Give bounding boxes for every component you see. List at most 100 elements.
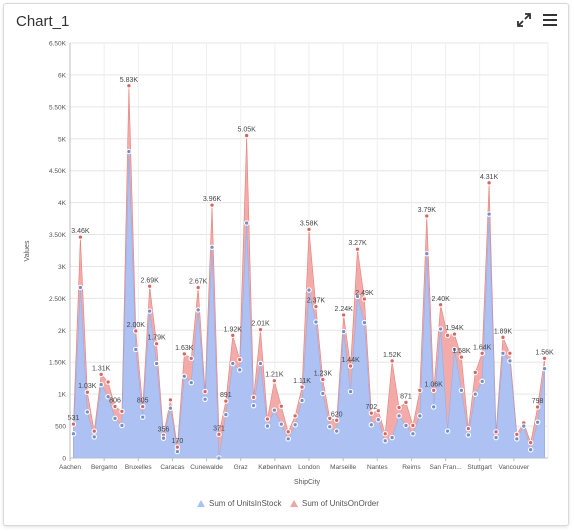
stock-marker[interactable] bbox=[430, 404, 437, 410]
order-marker[interactable] bbox=[396, 404, 402, 411]
stock-marker[interactable] bbox=[451, 346, 458, 353]
stock-marker[interactable] bbox=[153, 360, 160, 367]
stock-marker[interactable] bbox=[139, 414, 146, 420]
order-marker[interactable] bbox=[354, 246, 361, 252]
order-marker[interactable] bbox=[382, 430, 388, 437]
hamburger-menu-icon[interactable] bbox=[542, 12, 558, 28]
stock-marker[interactable] bbox=[389, 434, 395, 441]
stock-marker[interactable] bbox=[285, 436, 291, 442]
stock-marker[interactable] bbox=[209, 244, 215, 251]
stock-marker[interactable] bbox=[188, 379, 194, 386]
stock-marker[interactable] bbox=[486, 211, 492, 217]
order-marker[interactable] bbox=[444, 332, 451, 339]
order-marker[interactable] bbox=[368, 410, 375, 416]
stock-marker[interactable] bbox=[458, 387, 465, 394]
stock-marker[interactable] bbox=[479, 378, 485, 385]
order-marker[interactable] bbox=[174, 444, 181, 450]
stock-marker[interactable] bbox=[410, 430, 416, 437]
order-marker[interactable] bbox=[320, 376, 326, 383]
order-marker[interactable] bbox=[451, 331, 458, 337]
order-marker[interactable] bbox=[271, 377, 278, 384]
order-marker[interactable] bbox=[403, 399, 409, 406]
stock-marker[interactable] bbox=[333, 428, 340, 434]
order-marker[interactable] bbox=[472, 369, 479, 376]
order-marker[interactable] bbox=[119, 408, 125, 415]
stock-marker[interactable] bbox=[250, 402, 257, 409]
order-marker[interactable] bbox=[361, 296, 368, 302]
stock-marker[interactable] bbox=[181, 373, 188, 380]
order-marker[interactable] bbox=[424, 213, 430, 219]
order-marker[interactable] bbox=[230, 332, 236, 339]
stock-marker[interactable] bbox=[119, 422, 125, 429]
stock-marker[interactable] bbox=[202, 396, 208, 403]
stock-marker[interactable] bbox=[223, 411, 229, 418]
order-marker[interactable] bbox=[437, 302, 444, 308]
order-marker[interactable] bbox=[112, 403, 118, 410]
order-marker[interactable] bbox=[527, 439, 534, 446]
order-marker[interactable] bbox=[126, 83, 132, 89]
order-marker[interactable] bbox=[167, 397, 174, 403]
order-marker[interactable] bbox=[389, 358, 395, 364]
stock-marker[interactable] bbox=[534, 419, 541, 425]
stock-marker[interactable] bbox=[541, 365, 548, 372]
order-marker[interactable] bbox=[458, 354, 465, 360]
order-marker[interactable] bbox=[347, 363, 354, 369]
order-marker[interactable] bbox=[278, 403, 285, 410]
stock-marker[interactable] bbox=[306, 287, 312, 293]
stock-marker[interactable] bbox=[146, 308, 153, 314]
stock-marker[interactable] bbox=[292, 422, 298, 428]
order-marker[interactable] bbox=[507, 350, 513, 357]
expand-arrows-icon[interactable] bbox=[516, 12, 532, 28]
stock-marker[interactable] bbox=[514, 436, 520, 442]
order-marker[interactable] bbox=[306, 226, 312, 233]
order-marker[interactable] bbox=[514, 431, 520, 438]
order-marker[interactable] bbox=[417, 387, 423, 394]
order-marker[interactable] bbox=[133, 328, 139, 334]
stock-marker[interactable] bbox=[271, 407, 278, 413]
stock-marker[interactable] bbox=[368, 422, 375, 428]
order-marker[interactable] bbox=[299, 384, 305, 390]
stock-marker[interactable] bbox=[91, 434, 97, 440]
stock-marker[interactable] bbox=[105, 393, 111, 400]
stock-marker[interactable] bbox=[133, 346, 139, 353]
order-marker[interactable] bbox=[479, 350, 485, 357]
stock-marker[interactable] bbox=[313, 319, 319, 325]
order-marker[interactable] bbox=[541, 355, 548, 362]
order-marker[interactable] bbox=[285, 429, 291, 435]
stock-marker[interactable] bbox=[507, 358, 513, 364]
stock-marker[interactable] bbox=[230, 360, 236, 367]
order-marker[interactable] bbox=[153, 340, 160, 347]
order-marker[interactable] bbox=[534, 404, 541, 410]
order-marker[interactable] bbox=[84, 389, 91, 395]
stock-marker[interactable] bbox=[417, 413, 423, 419]
legend-item-stock[interactable]: Sum of UnitsInStock bbox=[197, 499, 282, 508]
stock-marker[interactable] bbox=[361, 319, 368, 326]
order-marker[interactable] bbox=[202, 388, 208, 395]
stock-marker[interactable] bbox=[112, 415, 118, 422]
order-marker[interactable] bbox=[410, 422, 416, 429]
order-marker[interactable] bbox=[327, 415, 333, 422]
order-marker[interactable] bbox=[313, 303, 319, 310]
stock-marker[interactable] bbox=[493, 434, 499, 441]
stock-marker[interactable] bbox=[126, 148, 132, 155]
stock-marker[interactable] bbox=[527, 446, 534, 453]
order-marker[interactable] bbox=[216, 431, 222, 438]
order-marker[interactable] bbox=[188, 355, 194, 362]
stock-marker[interactable] bbox=[299, 397, 305, 404]
order-marker[interactable] bbox=[493, 429, 499, 435]
order-marker[interactable] bbox=[181, 351, 188, 357]
order-marker[interactable] bbox=[209, 202, 215, 208]
stock-marker[interactable] bbox=[320, 390, 326, 397]
stock-marker[interactable] bbox=[243, 220, 250, 226]
stock-marker[interactable] bbox=[195, 307, 201, 313]
stock-marker[interactable] bbox=[382, 438, 388, 444]
stock-marker[interactable] bbox=[236, 367, 243, 373]
stock-marker[interactable] bbox=[257, 360, 264, 367]
order-marker[interactable] bbox=[340, 312, 347, 318]
stock-marker[interactable] bbox=[444, 428, 451, 434]
stock-marker[interactable] bbox=[340, 328, 347, 335]
order-marker[interactable] bbox=[91, 428, 97, 434]
order-marker[interactable] bbox=[257, 326, 264, 333]
stock-marker[interactable] bbox=[437, 326, 444, 332]
stock-marker[interactable] bbox=[70, 430, 77, 437]
